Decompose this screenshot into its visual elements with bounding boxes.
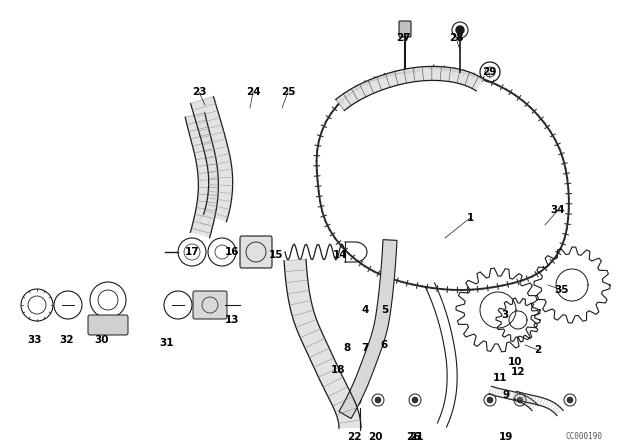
Polygon shape: [335, 66, 484, 111]
Circle shape: [487, 397, 493, 403]
FancyBboxPatch shape: [399, 21, 411, 37]
Text: 28: 28: [449, 33, 463, 43]
Text: 16: 16: [225, 247, 239, 257]
FancyBboxPatch shape: [240, 236, 272, 268]
Text: CC000190: CC000190: [565, 432, 602, 441]
Circle shape: [567, 397, 573, 403]
Text: 10: 10: [508, 357, 522, 367]
Circle shape: [456, 26, 464, 34]
FancyBboxPatch shape: [193, 291, 227, 319]
Text: 35: 35: [555, 285, 569, 295]
Text: 30: 30: [95, 335, 109, 345]
Text: 11: 11: [493, 373, 508, 383]
Text: 19: 19: [499, 432, 513, 442]
Polygon shape: [339, 240, 397, 418]
Text: 34: 34: [550, 205, 565, 215]
Text: 13: 13: [225, 315, 239, 325]
Circle shape: [412, 397, 418, 403]
Text: 9: 9: [502, 390, 509, 400]
Text: 5: 5: [381, 305, 388, 315]
Text: 3: 3: [501, 310, 509, 320]
Polygon shape: [191, 97, 233, 222]
Text: 23: 23: [192, 87, 206, 97]
Text: 22: 22: [347, 432, 361, 442]
Text: 33: 33: [28, 335, 42, 345]
Text: 18: 18: [331, 365, 345, 375]
Text: 25: 25: [281, 87, 295, 97]
Text: 24: 24: [246, 87, 260, 97]
Text: 7: 7: [362, 343, 369, 353]
Text: 29: 29: [482, 67, 496, 77]
Polygon shape: [284, 259, 361, 428]
Text: 4: 4: [362, 305, 369, 315]
FancyBboxPatch shape: [88, 315, 128, 335]
Text: 14: 14: [333, 250, 348, 260]
Circle shape: [375, 397, 381, 403]
Circle shape: [517, 397, 523, 403]
Polygon shape: [185, 113, 218, 238]
Text: 20: 20: [368, 432, 382, 442]
Text: 17: 17: [185, 247, 199, 257]
Text: 1: 1: [467, 213, 474, 223]
Circle shape: [352, 397, 358, 403]
Text: 8: 8: [344, 343, 351, 353]
Text: 15: 15: [269, 250, 284, 260]
Text: 2: 2: [534, 345, 541, 355]
Text: 21: 21: [409, 432, 423, 442]
Text: 32: 32: [60, 335, 74, 345]
Text: 12: 12: [511, 367, 525, 377]
Text: 6: 6: [380, 340, 388, 350]
Text: 31: 31: [160, 338, 174, 348]
Text: 26: 26: [406, 432, 420, 442]
Text: 27: 27: [396, 33, 410, 43]
